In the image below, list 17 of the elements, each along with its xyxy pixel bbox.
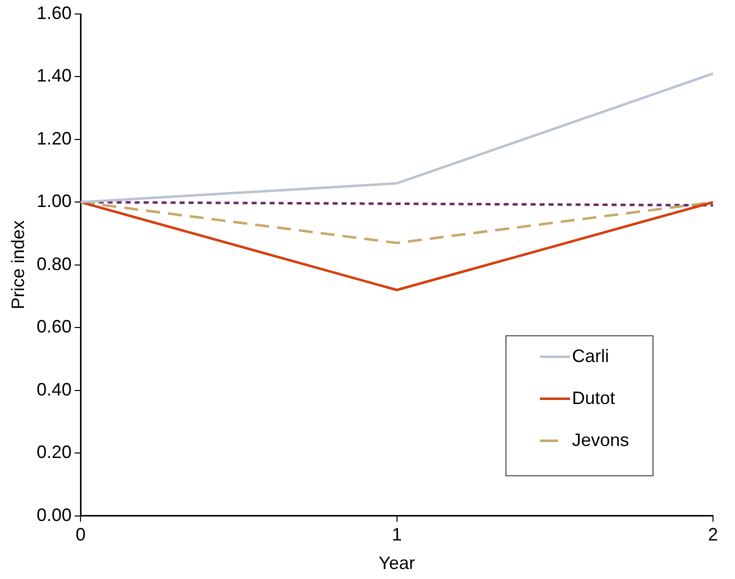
y-tick-label: 0.60 [36,316,72,337]
legend-label: Carli [572,346,609,366]
legend-label: Jevons [572,430,630,450]
y-tick-label: 0.80 [36,254,72,274]
y-axis-title: Price index [8,220,28,310]
legend-label: Dutot [572,388,615,408]
y-tick-label: 1.40 [36,66,72,86]
x-tick-label: 0 [76,524,86,545]
x-axis-title: Year [378,553,416,574]
x-tick-label: 2 [708,524,718,545]
y-tick-label: 1.00 [36,191,72,212]
y-tick-label: 0.00 [36,504,72,525]
x-tick-label: 1 [392,524,402,545]
y-tick-label: 1.20 [36,128,72,148]
y-tick-label: 1.60 [36,2,72,23]
y-tick-label: 0.20 [36,442,72,462]
y-tick-label: 0.40 [36,379,72,400]
